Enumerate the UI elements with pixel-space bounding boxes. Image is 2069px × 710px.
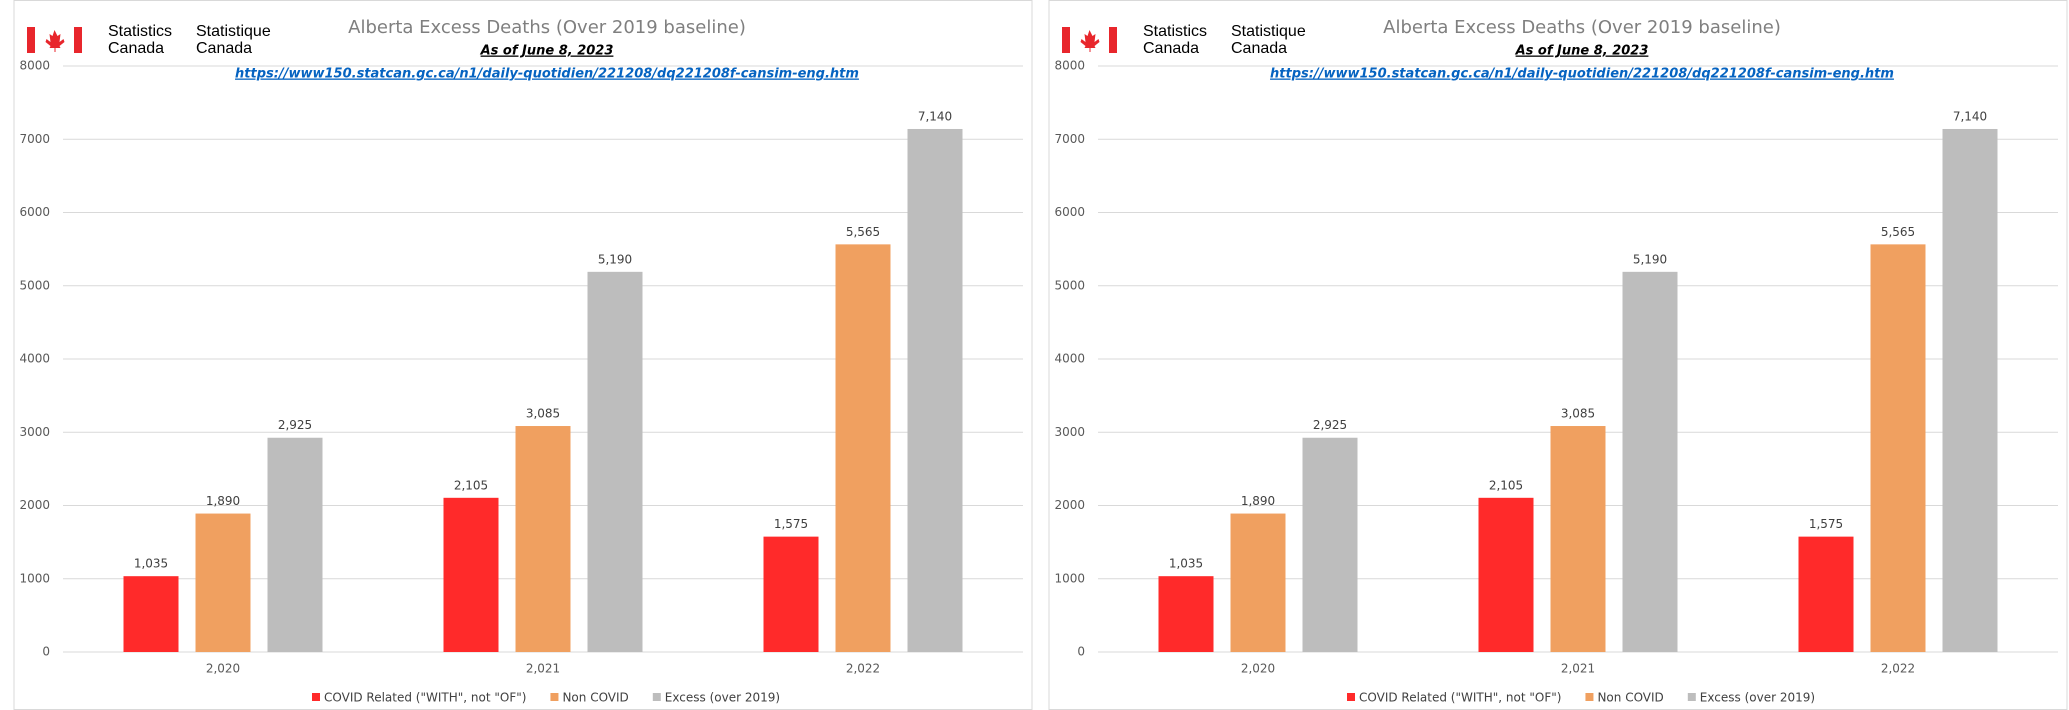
y-tick-label: 1000 (1054, 571, 1085, 585)
y-tick-label: 3000 (1054, 425, 1085, 439)
bar (443, 497, 499, 652)
y-tick-label: 6000 (1054, 205, 1085, 219)
bar (1158, 576, 1214, 652)
y-tick-label: 2000 (1054, 498, 1085, 512)
flag-leaf (45, 30, 65, 52)
legend-label: COVID Related ("WITH", not "OF") (324, 691, 526, 705)
y-tick-label: 7000 (1054, 132, 1085, 146)
data-label: 1,890 (1241, 494, 1275, 508)
bar (195, 513, 251, 652)
logo-text-fr: Statistique (196, 23, 271, 40)
flag-leaf (1080, 30, 1100, 52)
bar (1478, 497, 1534, 652)
legend-label: COVID Related ("WITH", not "OF") (1359, 691, 1561, 705)
x-tick-label: 2,022 (1881, 662, 1915, 676)
y-tick-label: 8000 (19, 59, 50, 73)
bar (1798, 536, 1854, 652)
source-link[interactable]: https://www150.statcan.gc.ca/n1/daily-qu… (235, 67, 859, 82)
chart-panel: StatisticsCanadaStatistiqueCanadaAlberta… (1048, 0, 2068, 710)
logo-text-en: Canada (108, 40, 164, 57)
bar (1302, 437, 1358, 652)
flag-left (1062, 27, 1070, 53)
legend-swatch (1687, 693, 1696, 701)
data-label: 1,890 (206, 494, 240, 508)
flag-left (27, 27, 35, 53)
y-tick-label: 2000 (19, 498, 50, 512)
y-tick-label: 5000 (19, 278, 50, 292)
bar (1622, 271, 1678, 652)
source-link[interactable]: https://www150.statcan.gc.ca/n1/daily-qu… (1270, 67, 1894, 82)
x-tick-label: 2,021 (526, 662, 560, 676)
flag-right (74, 27, 82, 53)
x-tick-label: 2,020 (206, 662, 240, 676)
chart-title: Alberta Excess Deaths (Over 2019 baselin… (1383, 17, 1781, 38)
flag-right (1109, 27, 1117, 53)
data-label: 2,105 (454, 478, 488, 492)
legend-label: Excess (over 2019) (665, 691, 780, 705)
legend-swatch (1347, 693, 1355, 701)
bar (1870, 244, 1926, 652)
data-label: 2,105 (1489, 478, 1523, 492)
bar (835, 244, 891, 652)
logo-text-en: Statistics (1143, 23, 1207, 40)
data-label: 1,035 (1169, 557, 1203, 571)
chart-subtitle: As of June 8, 2023 (1515, 44, 1649, 59)
data-label: 7,140 (918, 109, 952, 123)
bar (515, 426, 571, 652)
legend-label: Excess (over 2019) (1700, 691, 1815, 705)
y-tick-label: 4000 (1054, 352, 1085, 366)
data-label: 5,190 (598, 252, 632, 266)
bar (763, 536, 819, 652)
chart-subtitle: As of June 8, 2023 (480, 44, 614, 59)
chart-panel: StatisticsCanadaStatistiqueCanadaAlberta… (13, 0, 1033, 710)
bar (123, 576, 179, 652)
data-label: 7,140 (1953, 109, 1987, 123)
data-label: 5,190 (1633, 252, 1667, 266)
y-tick-label: 8000 (1054, 59, 1085, 73)
x-tick-label: 2,021 (1561, 662, 1595, 676)
legend-label: Non COVID (562, 691, 628, 705)
bar (1550, 426, 1606, 652)
legend-swatch (652, 693, 661, 701)
y-tick-label: 0 (1077, 645, 1085, 659)
legend-label: Non COVID (1597, 691, 1663, 705)
bar (587, 271, 643, 652)
legend-swatch (1585, 693, 1594, 701)
logo-text-en: Canada (1143, 40, 1199, 57)
bar (267, 437, 323, 652)
y-tick-label: 0 (42, 645, 50, 659)
logo-text-fr: Statistique (1231, 23, 1306, 40)
data-label: 1,575 (1809, 517, 1843, 531)
x-tick-label: 2,022 (846, 662, 880, 676)
y-tick-label: 3000 (19, 425, 50, 439)
y-tick-label: 6000 (19, 205, 50, 219)
y-tick-label: 5000 (1054, 278, 1085, 292)
legend-swatch (550, 693, 559, 701)
logo-text-fr: Canada (1231, 40, 1287, 57)
data-label: 2,925 (1313, 418, 1347, 432)
data-label: 3,085 (526, 407, 560, 421)
bar (1230, 513, 1286, 652)
y-tick-label: 1000 (19, 571, 50, 585)
data-label: 5,565 (1881, 225, 1915, 239)
data-label: 1,035 (134, 557, 168, 571)
bar (1942, 128, 1998, 652)
y-tick-label: 7000 (19, 132, 50, 146)
data-label: 5,565 (846, 225, 880, 239)
logo-text-en: Statistics (108, 23, 172, 40)
data-label: 1,575 (774, 517, 808, 531)
data-label: 3,085 (1561, 407, 1595, 421)
y-tick-label: 4000 (19, 352, 50, 366)
logo-text-fr: Canada (196, 40, 252, 57)
data-label: 2,925 (278, 418, 312, 432)
bar (907, 128, 963, 652)
chart-title: Alberta Excess Deaths (Over 2019 baselin… (348, 17, 746, 38)
legend-swatch (312, 693, 320, 701)
x-tick-label: 2,020 (1241, 662, 1275, 676)
